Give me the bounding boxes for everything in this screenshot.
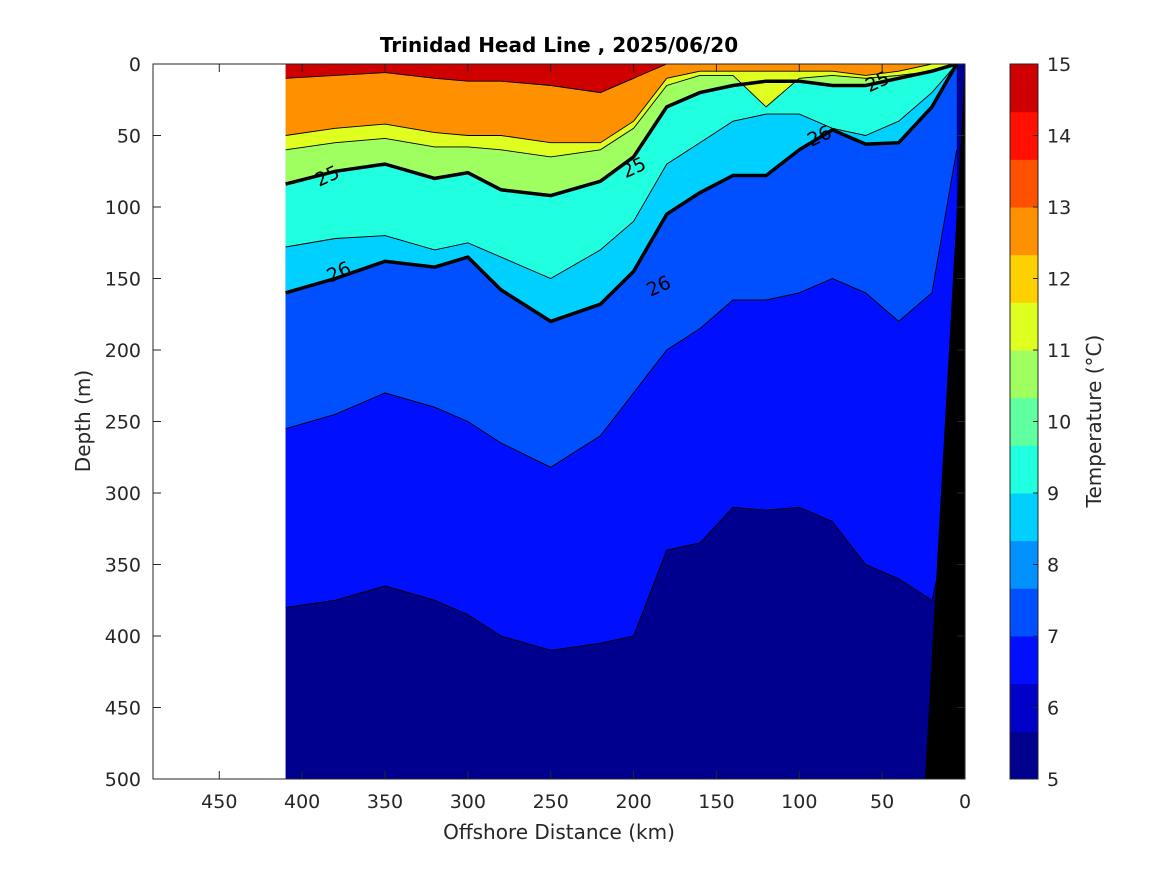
colorbar-tick-label: 12 xyxy=(1047,269,1071,291)
colorbar-segment xyxy=(1010,636,1038,685)
x-tick-label: 400 xyxy=(284,791,320,813)
colorbar-label: Temperature (°C) xyxy=(1082,335,1106,509)
colorbar-tick-label: 15 xyxy=(1047,54,1071,76)
y-tick-label: 450 xyxy=(105,698,141,720)
chart-title: Trinidad Head Line , 2025/06/20 xyxy=(380,33,738,57)
isotherm-line xyxy=(285,64,957,144)
colorbar-tick-label: 5 xyxy=(1047,769,1059,791)
y-tick-label: 500 xyxy=(105,769,141,791)
colorbar-segment xyxy=(1010,207,1038,256)
colorbar-tick-label: 13 xyxy=(1047,197,1071,219)
colorbar-ticks: 5 6 7 8 9 10 11 12 13 14 15 xyxy=(1033,54,1071,791)
colorbar-segment xyxy=(1010,731,1038,780)
y-tick-label: 350 xyxy=(105,555,141,577)
colorbar-segment xyxy=(1010,159,1038,208)
y-tick-label: 100 xyxy=(105,197,141,219)
y-axis-label: Depth (m) xyxy=(71,370,95,472)
colorbar-tick-label: 10 xyxy=(1047,412,1071,434)
x-tick-label: 50 xyxy=(870,791,894,813)
x-axis-label: Offshore Distance (km) xyxy=(443,820,675,844)
isotherm-line xyxy=(285,64,957,158)
x-tick-label: 450 xyxy=(201,791,237,813)
y-tick-label: 300 xyxy=(105,483,141,505)
colorbar-tick-label: 11 xyxy=(1047,340,1071,362)
density-contour-line xyxy=(285,64,959,324)
colorbar-segment xyxy=(1010,588,1038,637)
x-tick-label: 300 xyxy=(450,791,486,813)
bathymetry-shading xyxy=(925,64,965,779)
colorbar-tick-label: 6 xyxy=(1047,698,1059,720)
x-tick-label: 250 xyxy=(533,791,569,813)
colorbar-segment xyxy=(1010,302,1038,351)
colorbar-tick-label: 7 xyxy=(1047,626,1059,648)
y-tick-label: 50 xyxy=(117,126,141,148)
x-axis-ticks: 450 400 350 300 250 200 150 100 50 0 xyxy=(201,64,971,813)
x-tick-label: 150 xyxy=(698,791,734,813)
isotherm-line xyxy=(285,64,958,280)
isotherm-line xyxy=(285,492,958,651)
x-tick-label: 100 xyxy=(781,791,817,813)
colorbar-segment xyxy=(1010,493,1038,542)
temperature-band xyxy=(285,64,957,143)
density-contour-line xyxy=(285,64,958,198)
colorbar-segment xyxy=(1010,445,1038,494)
y-tick-label: 400 xyxy=(105,626,141,648)
y-tick-label: 200 xyxy=(105,340,141,362)
temperature-band xyxy=(285,64,957,93)
y-axis-ticks: 0 50 100 150 200 250 300 350 400 450 500 xyxy=(105,54,965,791)
colorbar-tick-label: 14 xyxy=(1047,126,1071,148)
y-tick-label: 250 xyxy=(105,412,141,434)
colorbar-tick-label: 8 xyxy=(1047,555,1059,577)
isotherm-line xyxy=(285,149,958,468)
density-contour-lines xyxy=(285,64,959,324)
colorbar-segment xyxy=(1010,350,1038,399)
x-tick-label: 0 xyxy=(959,791,971,813)
colorbar-segment xyxy=(1010,64,1038,113)
y-tick-label: 0 xyxy=(129,54,141,76)
colorbar xyxy=(1010,64,1038,780)
x-tick-label: 200 xyxy=(615,791,651,813)
x-tick-label: 350 xyxy=(367,791,403,813)
isotherm-line xyxy=(285,64,957,94)
y-tick-label: 150 xyxy=(105,269,141,291)
temperature-contour-fill xyxy=(285,64,965,779)
colorbar-tick-label: 9 xyxy=(1047,483,1059,505)
